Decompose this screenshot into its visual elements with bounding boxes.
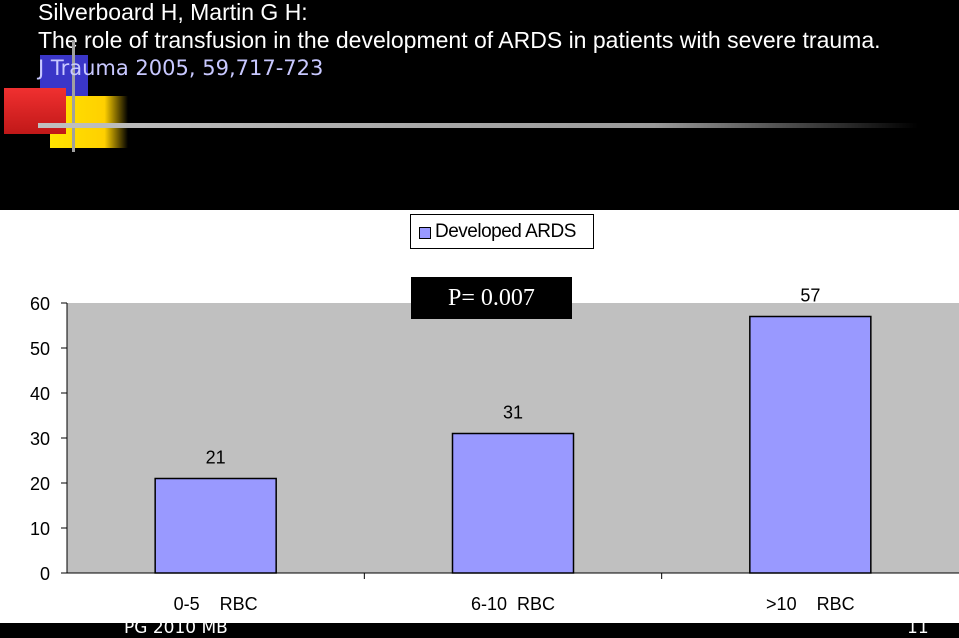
y-tick-label: 10 <box>30 519 50 539</box>
y-tick-label: 60 <box>30 294 50 314</box>
y-tick-label: 50 <box>30 339 50 359</box>
footer-author: PG 2010 MB <box>124 618 228 638</box>
x-tick-label: 6-10 RBC <box>471 594 555 614</box>
legend-swatch <box>419 227 431 239</box>
y-tick-label: 30 <box>30 429 50 449</box>
bar <box>451 432 575 574</box>
legend-label: Developed ARDS <box>435 221 576 242</box>
slide-number: 11 <box>907 618 929 638</box>
y-tick-label: 20 <box>30 474 50 494</box>
decor-vertical-line <box>72 40 75 152</box>
y-tick-label: 40 <box>30 384 50 404</box>
data-label: 31 <box>503 403 523 423</box>
y-tick-label: 0 <box>40 564 50 584</box>
bar <box>749 315 872 574</box>
bar <box>154 477 277 574</box>
p-value-box: P= 0.007 <box>411 277 572 319</box>
data-label: 57 <box>800 286 820 306</box>
data-label: 21 <box>206 448 226 468</box>
x-tick-label: >10 RBC <box>766 594 855 614</box>
decor-horizontal-line <box>38 123 918 128</box>
citation-journal: J Trauma 2005, 59,717-723 <box>38 56 324 80</box>
citation-authors: Silverboard H, Martin G H: <box>38 0 308 25</box>
x-tick-label: 0-5 RBC <box>174 594 258 614</box>
citation-title: The role of transfusion in the developme… <box>38 27 881 53</box>
chart-legend: Developed ARDS <box>410 214 594 249</box>
